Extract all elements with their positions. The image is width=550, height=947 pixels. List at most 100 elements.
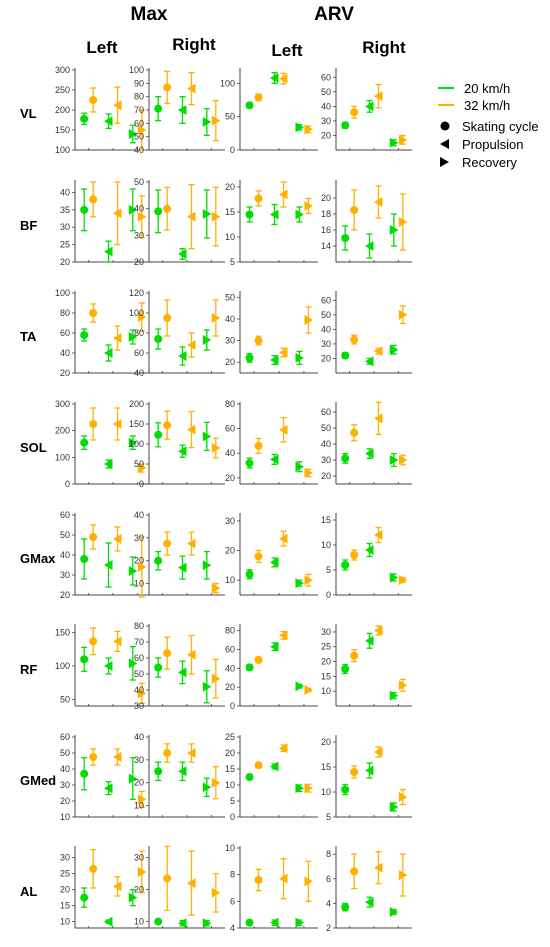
y-tick-label: 40 xyxy=(225,314,235,324)
y-tick-label: 30 xyxy=(134,230,144,240)
y-tick-label: 40 xyxy=(134,145,144,155)
legend-label-32kmh: 32 km/h xyxy=(464,98,510,113)
panel-rf-2: 30 40 50 60 70 80 xyxy=(134,621,225,711)
marker-recovery-20kmh xyxy=(202,782,212,793)
marker-skating-cycle-32kmh xyxy=(350,206,359,214)
marker-propulsion-32kmh xyxy=(279,347,288,358)
y-tick-label: 60 xyxy=(60,328,70,338)
panel-sol-3: 20 40 60 80 xyxy=(225,399,318,485)
y-tick-label: 20 xyxy=(321,737,331,747)
marker-skating-cycle-32kmh xyxy=(89,637,98,646)
marker-skating-cycle-32kmh xyxy=(350,428,359,437)
y-tick-label: 6 xyxy=(230,896,235,906)
y-tick-label: 300 xyxy=(55,65,70,75)
y-tick-label: 20 xyxy=(60,257,70,267)
y-tick-label: 40 xyxy=(321,439,331,449)
y-tick-label: 30 xyxy=(134,853,144,863)
marker-propulsion-32kmh xyxy=(374,197,383,207)
panel-ta-4: 20 30 40 50 60 xyxy=(321,291,412,374)
y-tick-label: 30 xyxy=(321,339,331,349)
marker-skating-cycle-32kmh xyxy=(350,867,359,876)
marker-skating-cycle-20kmh xyxy=(341,351,350,360)
marker-recovery-20kmh xyxy=(128,773,138,784)
marker-propulsion-20kmh xyxy=(178,667,187,678)
y-tick-label: 20 xyxy=(321,657,331,667)
marker-propulsion-20kmh xyxy=(365,635,374,646)
panel-gmed-3: 0 5 10 15 20 25 xyxy=(225,732,318,822)
marker-recovery-32kmh xyxy=(211,313,221,323)
marker-skating-cycle-20kmh xyxy=(80,555,89,563)
y-tick-label: 0 xyxy=(230,145,235,155)
y-tick-label: 120 xyxy=(129,288,144,298)
marker-propulsion-20kmh xyxy=(178,766,187,777)
y-tick-label: 25 xyxy=(60,240,70,250)
panel-bf-2: 20 30 40 50 xyxy=(134,177,225,267)
y-tick-label: 15 xyxy=(321,762,331,772)
panel-rf-4: 10 15 20 25 30 xyxy=(321,624,412,707)
y-tick-label: 30 xyxy=(225,336,235,346)
y-tick-label: 20 xyxy=(225,473,235,483)
marker-skating-cycle-32kmh xyxy=(163,314,172,322)
marker-propulsion-32kmh xyxy=(187,211,196,222)
y-tick-label: 20 xyxy=(134,257,144,267)
marker-propulsion-20kmh xyxy=(178,562,187,573)
marker-skating-cycle-20kmh xyxy=(245,663,254,672)
marker-recovery-20kmh xyxy=(128,437,138,448)
marker-propulsion-32kmh xyxy=(374,862,383,873)
marker-recovery-32kmh xyxy=(211,583,221,594)
marker-propulsion-32kmh xyxy=(279,189,288,200)
y-tick-label: 50 xyxy=(321,310,331,320)
marker-recovery-20kmh xyxy=(202,209,212,219)
y-tick-label: 8 xyxy=(230,870,235,880)
panel-gmed-4: 5 10 15 20 xyxy=(321,735,412,822)
marker-propulsion-32kmh xyxy=(374,91,383,102)
marker-skating-cycle-32kmh xyxy=(163,649,172,658)
y-tick-label: 90 xyxy=(134,78,144,88)
y-tick-label: 20 xyxy=(321,130,331,140)
y-tick-label: 80 xyxy=(134,621,144,631)
y-tick-label: 20 xyxy=(225,357,235,367)
marker-recovery-20kmh xyxy=(389,907,399,917)
marker-recovery-32kmh xyxy=(137,312,147,322)
y-tick-label: 5 xyxy=(230,796,235,806)
y-tick-label: 40 xyxy=(60,550,70,560)
marker-skating-cycle-20kmh xyxy=(341,234,350,242)
marker-propulsion-32kmh xyxy=(187,538,196,549)
y-tick-label: 80 xyxy=(225,399,235,409)
marker-skating-cycle-20kmh xyxy=(154,663,163,672)
marker-recovery-20kmh xyxy=(295,578,304,589)
y-tick-label: 60 xyxy=(60,510,70,520)
marker-skating-cycle-20kmh xyxy=(80,331,89,339)
marker-propulsion-32kmh xyxy=(279,73,288,84)
marker-propulsion-20kmh xyxy=(270,641,279,652)
marker-propulsion-32kmh xyxy=(279,743,288,754)
y-tick-label: 50 xyxy=(134,177,144,187)
panel-sol-2: 0 50 100 150 200 xyxy=(129,399,225,489)
marker-propulsion-20kmh xyxy=(270,454,279,465)
marker-recovery-20kmh xyxy=(202,918,212,929)
marker-skating-cycle-20kmh xyxy=(341,664,350,673)
marker-recovery-32kmh xyxy=(398,575,408,585)
y-tick-label: 100 xyxy=(129,65,144,75)
marker-skating-cycle-20kmh xyxy=(245,353,254,362)
y-tick-label: 40 xyxy=(134,510,144,520)
marker-recovery-20kmh xyxy=(389,455,399,465)
marker-recovery-20kmh xyxy=(128,892,138,903)
marker-propulsion-20kmh xyxy=(178,105,187,115)
y-tick-label: 50 xyxy=(60,748,70,758)
y-tick-label: 20 xyxy=(134,778,144,788)
y-tick-label: 100 xyxy=(55,452,70,462)
y-tick-label: 60 xyxy=(134,348,144,358)
y-tick-label: 20 xyxy=(225,682,235,692)
marker-skating-cycle-20kmh xyxy=(245,918,254,927)
y-tick-label: 20 xyxy=(225,182,235,192)
marker-propulsion-20kmh xyxy=(270,355,279,366)
marker-skating-cycle-20kmh xyxy=(154,335,163,343)
y-tick-label: 70 xyxy=(134,105,144,115)
y-tick-label: 50 xyxy=(60,530,70,540)
marker-recovery-20kmh xyxy=(128,332,138,342)
marker-propulsion-20kmh xyxy=(178,351,187,361)
y-tick-label: 4 xyxy=(326,898,331,908)
y-tick-label: 100 xyxy=(129,308,144,318)
